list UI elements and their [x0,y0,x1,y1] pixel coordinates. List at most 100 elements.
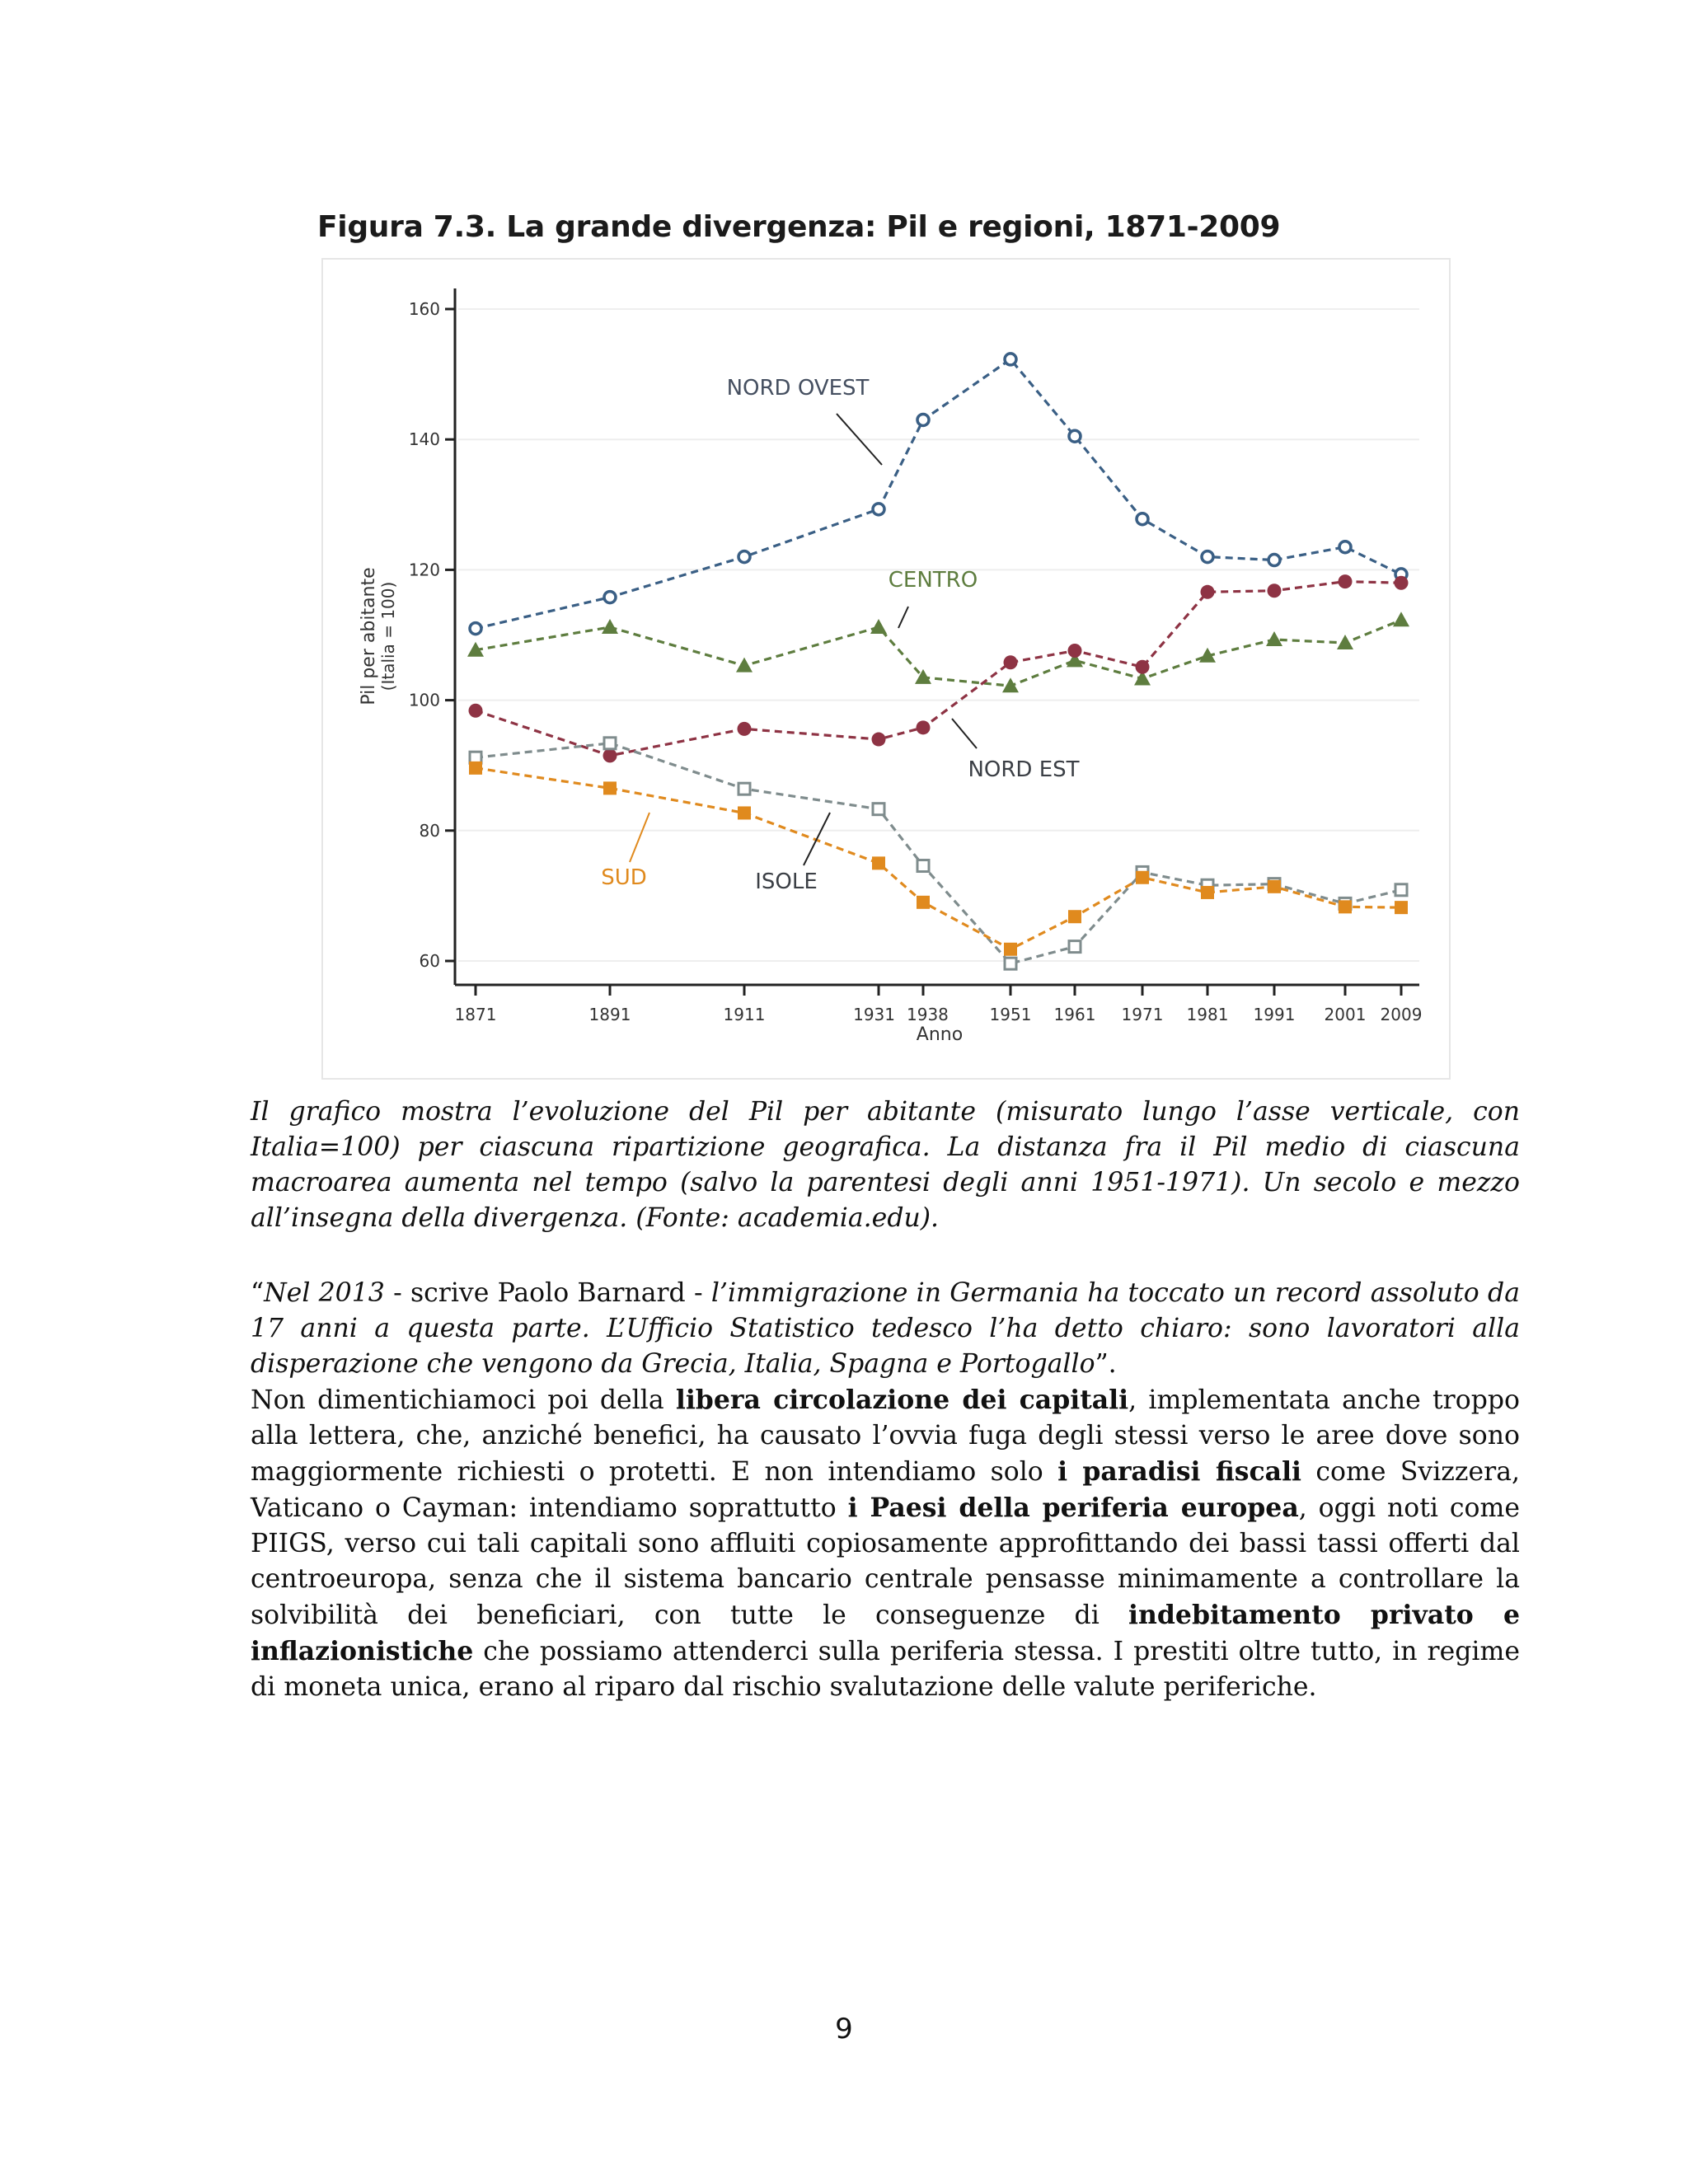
data-point [1337,634,1353,649]
x-tick-label: 1961 [1054,1005,1096,1024]
data-point [916,859,931,874]
x-tick-label: 1871 [455,1005,497,1024]
page-number: 9 [835,2013,853,2046]
series-line [475,742,1402,965]
series-line [475,618,1402,687]
x-axis-title: Anno [917,1024,963,1045]
series-line [475,766,1402,951]
series-lines [467,352,1409,971]
label-leader-line [629,812,650,863]
data-point [870,619,887,635]
x-tick-label: 2001 [1325,1005,1367,1024]
data-point [1003,655,1018,670]
para-bold-3: i Paesi della periferia europea [847,1493,1299,1523]
para-text-3: come Svizzera, Vaticano o Cayman: intend… [251,1457,1520,1523]
data-point [737,781,752,796]
data-point [1268,879,1281,893]
x-tick-label: 1951 [990,1005,1032,1024]
data-point [603,781,617,795]
x-tick-label: 2009 [1381,1005,1423,1024]
figure-caption: Il grafico mostra l’evoluzione del Pil p… [251,1097,1520,1233]
para-bold-1: libera circolazione dei capitali [675,1385,1129,1415]
data-point [1201,885,1214,899]
data-point [915,668,931,684]
data-point [1136,870,1149,884]
y-tick-label: 80 [420,821,440,841]
data-point [916,412,931,428]
series-label: NORD EST [968,757,1079,782]
label-leader-line [836,413,883,466]
data-point [1339,900,1352,914]
y-tick-label: 160 [409,299,440,319]
para-text-2: , implementata anche troppo alla lettera… [251,1385,1520,1487]
data-point [1002,677,1019,693]
data-point [916,720,931,735]
quote-paragraph: “Nel 2013 - scrive Paolo Barnard - l’imm… [251,1276,1520,1382]
data-point [872,856,885,870]
series-nord-est [468,574,1409,763]
quote-text: l’immigrazione in Germania ha toccato un… [251,1278,1520,1379]
axes [453,288,1419,987]
data-point [871,732,886,747]
series-label: CENTRO [889,568,978,593]
y-tick-label: 60 [420,951,440,971]
para-text-1: Non dimentichiamoci poi della [251,1385,676,1415]
x-tick-label: 1891 [589,1005,631,1024]
series-centro [467,612,1409,693]
quote-year: Nel 2013 [264,1278,385,1308]
data-point [1338,574,1353,589]
data-point [1338,539,1353,555]
data-point [1267,583,1282,598]
series-isole [468,736,1409,971]
series-nord-ovest [468,352,1409,636]
data-point [603,736,617,751]
data-point [1135,659,1150,674]
data-point [1394,575,1409,590]
data-point [1135,511,1150,527]
data-point [467,641,484,657]
data-point [871,802,886,817]
series-label: NORD OVEST [727,376,870,401]
para-bold-2: i paradisi fiscali [1057,1456,1302,1487]
x-ticks: 1871 1891 1911 1931 1938 1951 1961 1971 1981 1991… [455,985,1423,1024]
data-point [1004,942,1017,956]
y-ticks: 60 80 100 120 140 160 [409,299,455,971]
series-label: SUD [601,865,647,890]
y-axis-title: Pil per abitante [359,567,379,705]
data-point [1199,647,1216,663]
y-tick-label: 120 [409,560,440,579]
para-text-4: , oggi noti come PIIGS, verso cui tali c… [251,1493,1520,1630]
x-tick-label: 1971 [1122,1005,1164,1024]
quote-close: ”. [1095,1349,1117,1379]
quote-open: “ [251,1278,265,1308]
data-point [737,549,752,565]
data-point [1003,956,1018,971]
body-paragraph: Non dimentichiamoci poi della libera cir… [251,1382,1520,1705]
data-point [468,703,483,718]
data-point [469,761,482,775]
x-tick-label: 1931 [853,1005,895,1024]
label-leader-line [898,606,909,629]
data-point [1003,352,1018,367]
data-point [1067,652,1083,668]
label-leader-line [951,718,978,749]
x-tick-label: 1981 [1187,1005,1229,1024]
data-point [1067,643,1082,658]
figure-title: Figura 7.3. La grande divergenza: Pil e … [317,210,1281,244]
series-sud [469,761,1408,956]
data-point [602,619,618,635]
data-point [1395,901,1408,915]
data-point [917,895,930,909]
data-point [871,502,886,517]
data-point [1067,940,1082,954]
label-leader-line [803,812,831,866]
data-point [1067,429,1082,443]
data-point [603,748,617,763]
data-point [468,621,483,636]
data-point [603,589,617,605]
data-point [1200,584,1215,599]
y-tick-label: 140 [409,429,440,449]
data-point [738,806,751,820]
data-point [1393,612,1409,627]
